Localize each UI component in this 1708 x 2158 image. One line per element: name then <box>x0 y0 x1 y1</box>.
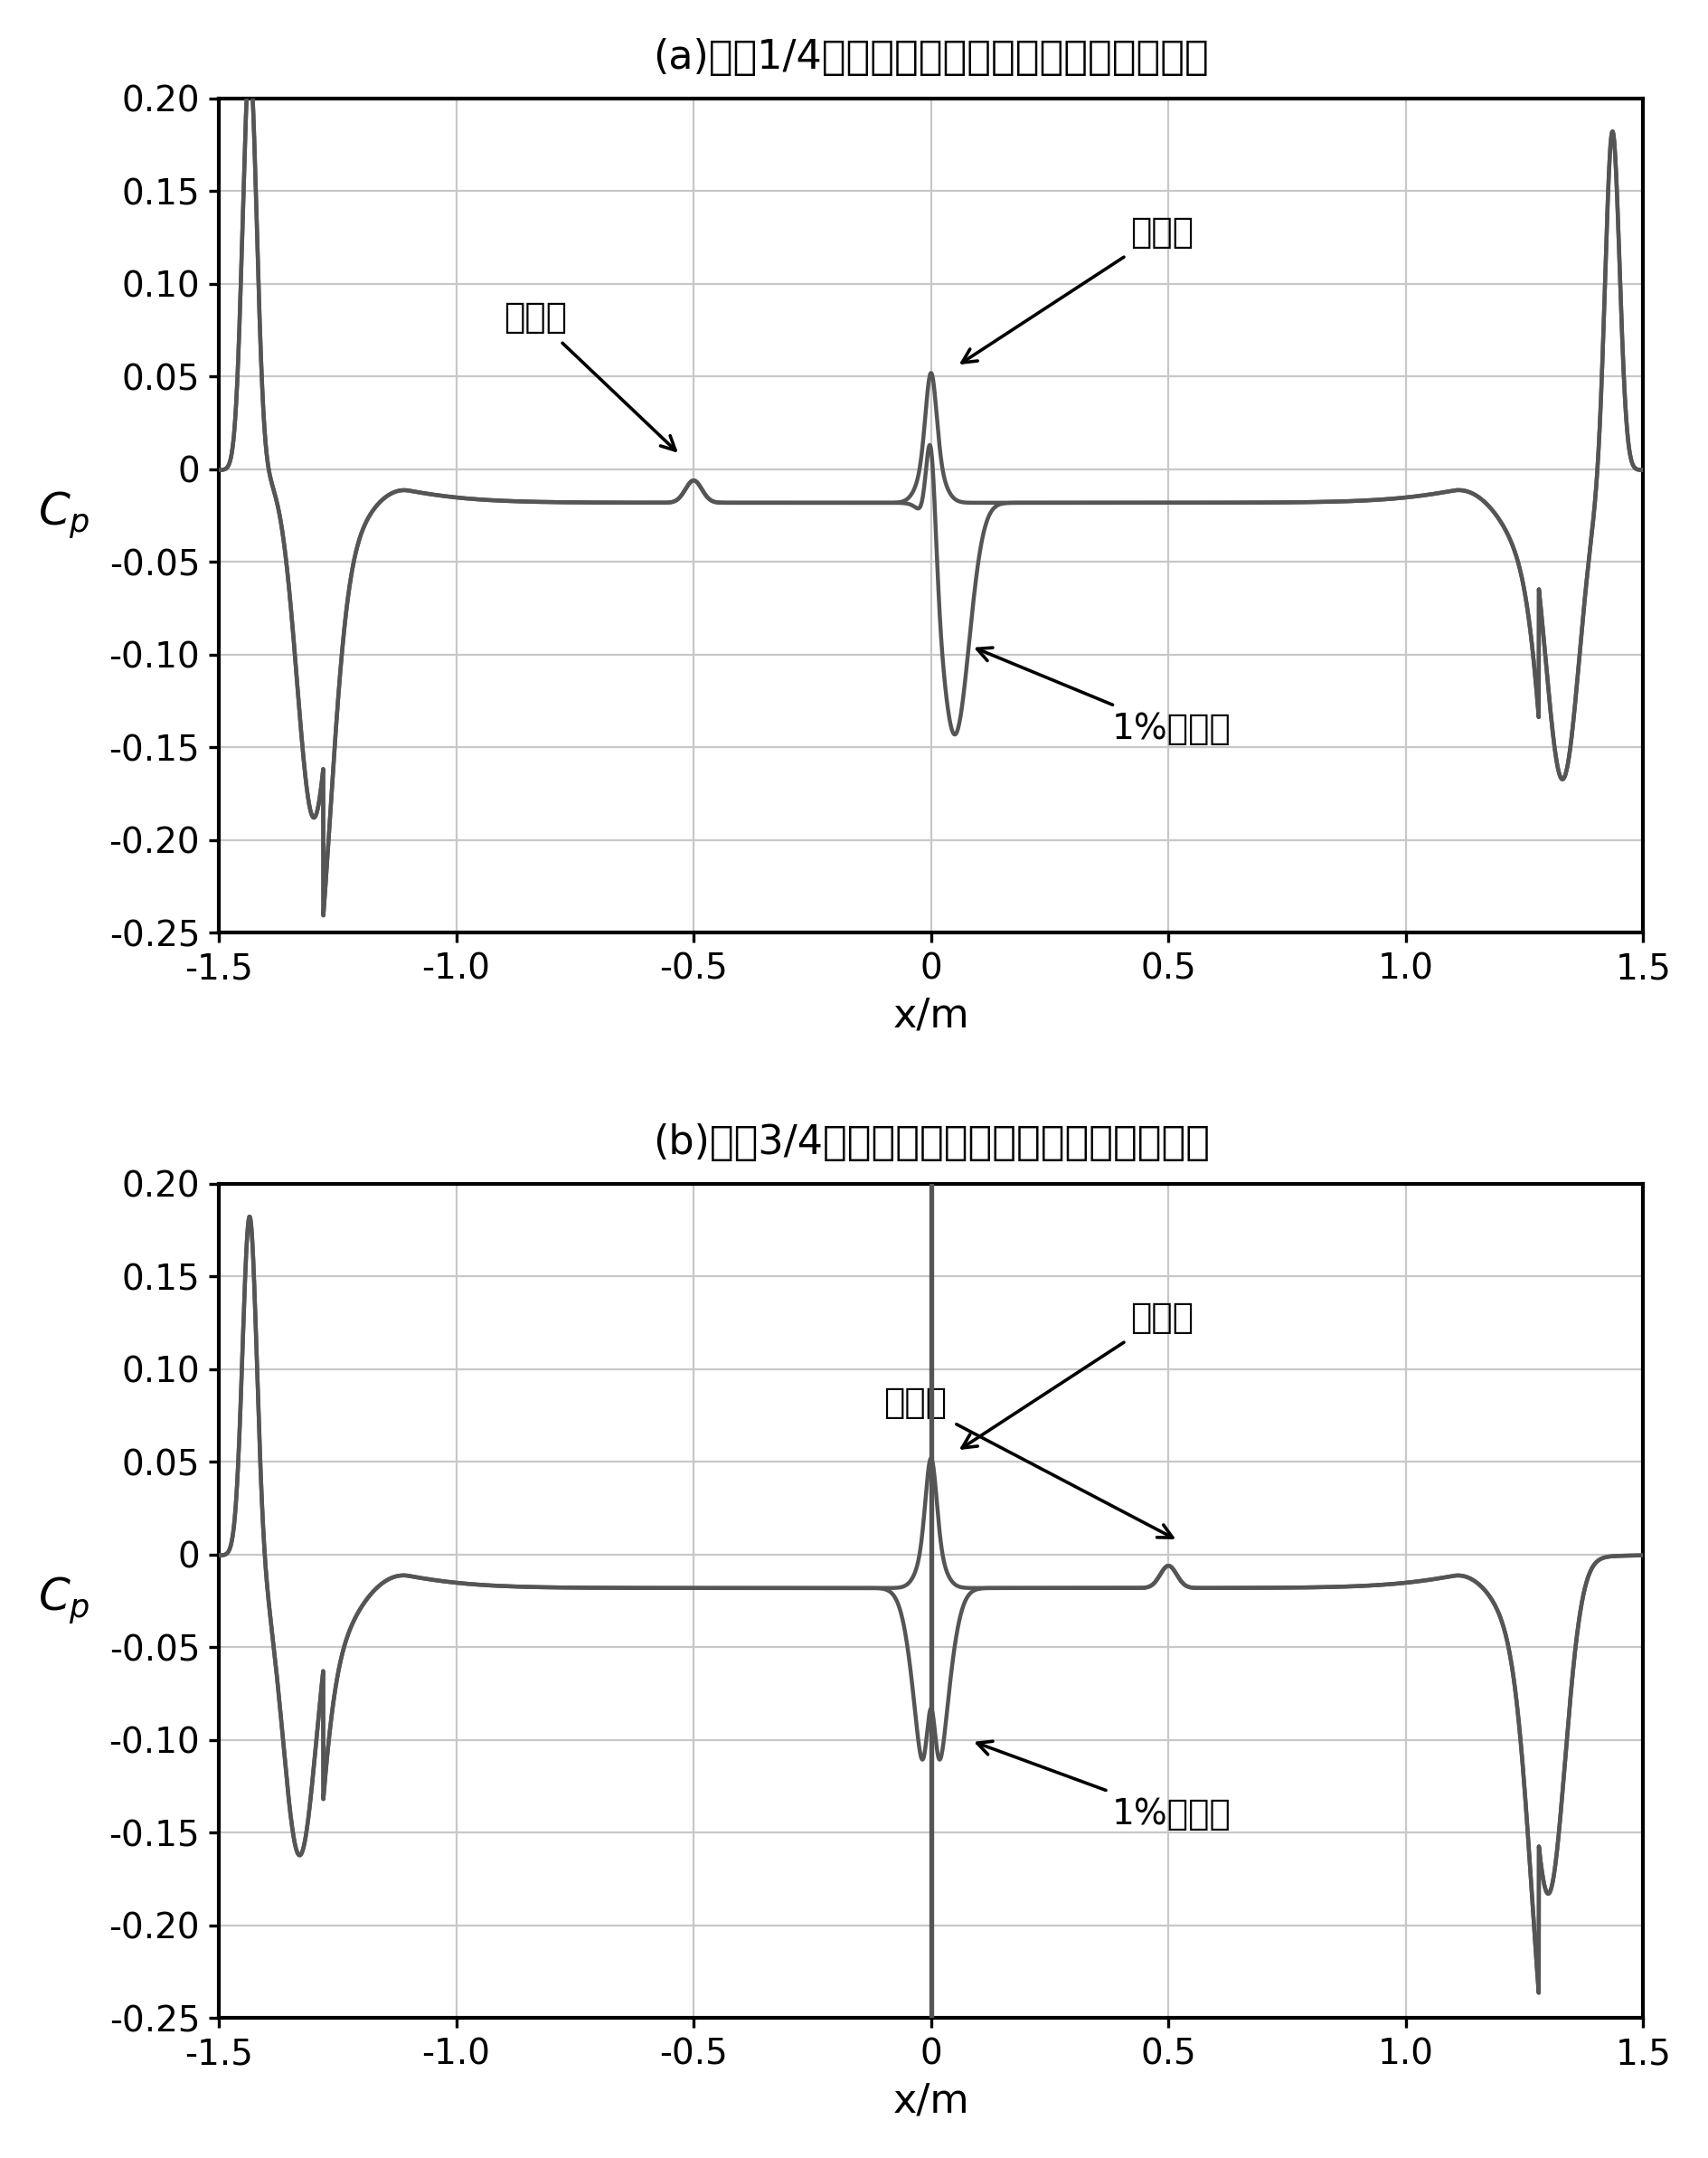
Title: (b)下游3/4处的压力分布（来流方向指向负轴）: (b)下游3/4处的压力分布（来流方向指向负轴） <box>652 1122 1209 1161</box>
Text: 无波纹: 无波纹 <box>962 216 1194 363</box>
Text: 静压孔: 静压孔 <box>504 300 675 451</box>
Text: 无波纹: 无波纹 <box>962 1299 1194 1448</box>
Text: 1%波纹度: 1%波纹度 <box>977 1742 1230 1832</box>
Y-axis label: $C_p$: $C_p$ <box>38 490 89 542</box>
Text: 静压孔: 静压孔 <box>883 1385 1172 1539</box>
X-axis label: x/m: x/m <box>892 997 968 1036</box>
Y-axis label: $C_p$: $C_p$ <box>38 1575 89 1627</box>
Text: 1%波纹度: 1%波纹度 <box>977 647 1230 747</box>
Title: (a)上游1/4处的压力分布（来流方向指向正轴）: (a)上游1/4处的压力分布（来流方向指向正轴） <box>652 37 1208 76</box>
X-axis label: x/m: x/m <box>892 2082 968 2121</box>
